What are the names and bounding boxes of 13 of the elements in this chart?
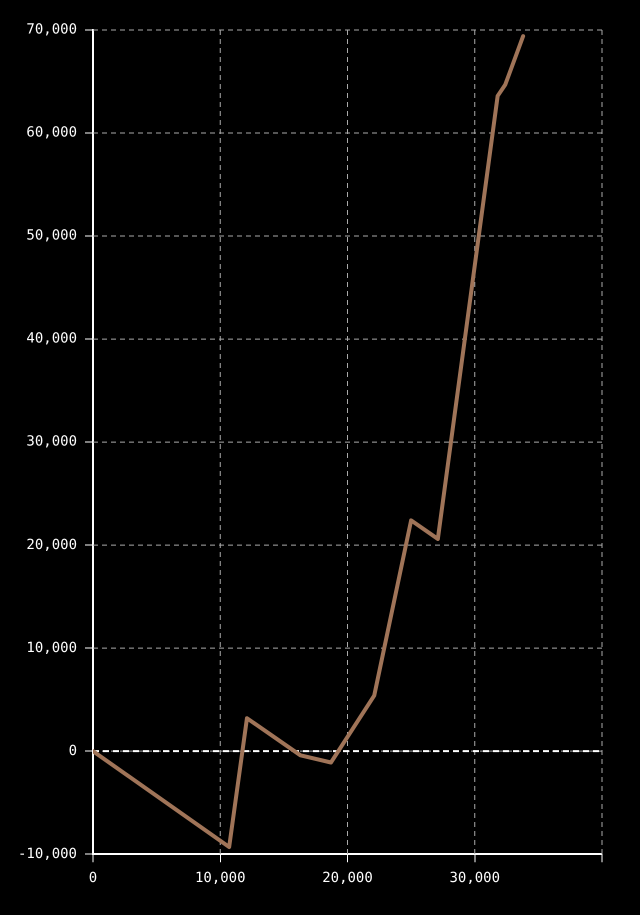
y-tick-label: 0 [68,742,77,759]
y-tick-label: 60,000 [26,124,77,141]
y-tick-label: 50,000 [26,228,77,244]
y-tick-label: 10,000 [26,640,77,656]
x-tick-label: 0 [88,870,98,886]
y-tick-label: 20,000 [26,536,77,553]
y-tick-label: 40,000 [26,330,77,347]
y-tick-label: -10,000 [18,846,77,862]
x-tick-label: 10,000 [194,870,246,886]
y-tick-label: 70,000 [26,22,77,38]
x-tick-label: 20,000 [322,870,373,886]
x-tick-label: 30,000 [449,870,500,886]
y-tick-label: 30,000 [26,434,77,450]
